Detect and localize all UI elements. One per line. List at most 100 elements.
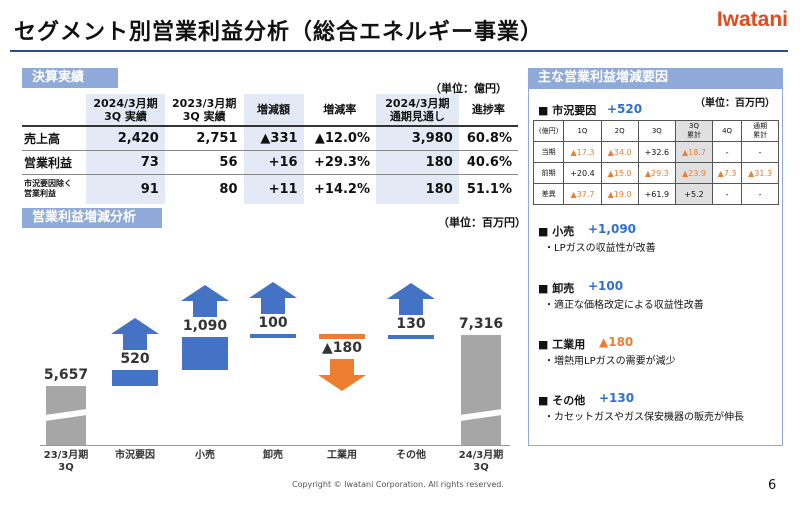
cell-current: 73 bbox=[86, 149, 165, 174]
waterfall-bar-2 bbox=[182, 336, 228, 370]
table-row: 市況要因除く 営業利益 91 80 +11 +14.2% 180 51.1% bbox=[22, 173, 518, 204]
cell-diff: +16 bbox=[243, 149, 304, 174]
cell-progress: 51.1% bbox=[458, 173, 518, 204]
q-cell: - bbox=[741, 141, 779, 163]
q-col-header: 3Q 累計 bbox=[675, 120, 713, 142]
q-col-header: 2Q bbox=[600, 120, 639, 142]
results-col-header: 進捗率 bbox=[458, 94, 518, 126]
waterfall-bar-5 bbox=[388, 335, 434, 340]
table-row: 営業利益 73 56 +16 +29.3% 180 40.6% bbox=[22, 149, 518, 174]
title-divider bbox=[10, 50, 788, 52]
factor-heading: ■ 卸売 bbox=[538, 282, 575, 295]
q-cell: - bbox=[741, 183, 779, 205]
q-table-row: 前期 +20.4 ▲15.0 ▲29.3 ▲23.9 ▲7.3 ▲31.3 bbox=[532, 162, 779, 184]
q-cell: ▲31.3 bbox=[741, 162, 779, 184]
factor-description: ・LPガスの収益性が改善 bbox=[544, 243, 656, 254]
waterfall-category-label: 23/3月期 3Q bbox=[43, 450, 89, 473]
factor-description: ・増熱用LPガスの需要が減少 bbox=[544, 356, 676, 367]
table-row: 売上高 2,420 2,751 ▲331 ▲12.0% 3,980 60.8% bbox=[22, 125, 518, 150]
cell-rate: ▲12.0% bbox=[303, 125, 376, 150]
waterfall-category-label: 卸売 bbox=[263, 450, 283, 461]
waterfall-category-label: 小売 bbox=[195, 450, 215, 461]
factor-value: +100 bbox=[588, 279, 624, 293]
q-col-header: 1Q bbox=[563, 120, 602, 142]
down-arrow-icon bbox=[318, 359, 366, 392]
cell-previous: 56 bbox=[164, 149, 244, 174]
cell-progress: 60.8% bbox=[458, 125, 518, 150]
cell-current: 2,420 bbox=[86, 125, 165, 150]
q-row-label: 差異 bbox=[532, 183, 565, 205]
waterfall-unit: （単位：百万円） bbox=[438, 216, 526, 229]
q-table-row: 当期 ▲17.3 ▲34.0 +32.6 ▲18.7- - bbox=[532, 141, 779, 163]
quarterly-table: (億円) 1Q 2Q 3Q 3Q 累計 4Q 通期 累計 当期 ▲17.3 ▲34.… bbox=[532, 120, 779, 205]
waterfall-bar-4 bbox=[319, 333, 365, 340]
q-cell: ▲34.0 bbox=[600, 141, 639, 163]
cell-previous: 80 bbox=[164, 173, 244, 204]
waterfall-value-label: 5,657 bbox=[43, 366, 89, 383]
cell-forecast: 180 bbox=[376, 173, 459, 204]
waterfall-chart: 5,657 23/3月期 3Q 520 市況要因 1,090 小売 100 卸売 ▲180 工業用… bbox=[43, 281, 504, 473]
company-logo: Iwatani bbox=[716, 8, 788, 31]
page-number: 6 bbox=[768, 478, 777, 493]
page-title: セグメント別営業利益分析（総合エネルギー事業） bbox=[14, 20, 544, 45]
cell-previous: 2,751 bbox=[164, 125, 244, 150]
cell-forecast: 180 bbox=[376, 149, 459, 174]
waterfall-bar-6 bbox=[461, 335, 501, 445]
q-cell: ▲18.7 bbox=[675, 141, 713, 163]
waterfall-value-label: 100 bbox=[258, 314, 288, 331]
cell-rate: +29.3% bbox=[303, 149, 376, 174]
q-row-label: 当期 bbox=[532, 141, 565, 163]
q-col-header: 通期 累計 bbox=[741, 120, 779, 142]
waterfall-category-label: 24/3月期 3Q bbox=[458, 450, 504, 473]
q-table-row: 差異 ▲37.7 ▲19.0 +61.9 +5.2- - bbox=[532, 183, 779, 205]
market-value: +520 bbox=[607, 102, 643, 116]
q-cell: ▲15.0 bbox=[600, 162, 639, 184]
factors-section-label: 主な営業利益増減要因 bbox=[528, 68, 783, 88]
q-cell: - bbox=[711, 141, 743, 163]
cell-forecast: 3,980 bbox=[376, 125, 459, 150]
results-unit: （単位：億円） bbox=[430, 82, 507, 95]
row-label: 市況要因除く 営業利益 bbox=[22, 173, 87, 204]
q-cell: ▲37.7 bbox=[563, 183, 602, 205]
results-col-header: 2024/3月期 通期見通し bbox=[376, 94, 459, 126]
q-cell: ▲17.3 bbox=[563, 141, 602, 163]
q-cell: ▲29.3 bbox=[637, 162, 677, 184]
results-col-header: 2024/3月期 3Q 実績 bbox=[86, 94, 165, 126]
results-col-header: 2023/3月期 3Q 実績 bbox=[164, 94, 244, 126]
factors-unit: （単位：百万円） bbox=[695, 98, 775, 109]
waterfall-axis bbox=[40, 445, 510, 446]
factor-heading: ■ 小売 bbox=[538, 225, 575, 238]
q-cell: +5.2 bbox=[675, 183, 713, 205]
q-cell: ▲19.0 bbox=[600, 183, 639, 205]
factor-heading: ■ その他 bbox=[538, 394, 586, 407]
results-col-header: 増減率 bbox=[303, 94, 376, 126]
q-col-header: 3Q bbox=[637, 120, 677, 142]
q-cell: ▲7.3 bbox=[711, 162, 743, 184]
up-arrow-icon bbox=[111, 317, 159, 350]
waterfall-category-label: その他 bbox=[396, 450, 426, 461]
waterfall-value-label: 520 bbox=[120, 350, 150, 367]
factor-heading: ■ 工業用 bbox=[538, 338, 586, 351]
cell-diff: +11 bbox=[243, 173, 304, 204]
q-row-label: 前期 bbox=[532, 162, 565, 184]
up-arrow-icon bbox=[249, 281, 297, 314]
results-section-label: 決算実績 bbox=[22, 68, 118, 88]
q-col-header: (億円) bbox=[532, 120, 565, 142]
q-col-header: 4Q bbox=[711, 120, 743, 142]
q-cell: +20.4 bbox=[563, 162, 602, 184]
row-label: 営業利益 bbox=[22, 149, 87, 174]
row-label: 売上高 bbox=[22, 125, 87, 150]
waterfall-value-label: 7,316 bbox=[458, 316, 504, 333]
waterfall-section-label: 営業利益増減分析 bbox=[22, 208, 162, 228]
cell-current: 91 bbox=[86, 173, 165, 204]
waterfall-bar-1 bbox=[112, 369, 158, 386]
up-arrow-icon bbox=[387, 283, 435, 316]
q-cell: ▲23.9 bbox=[675, 162, 713, 184]
q-cell: +61.9 bbox=[637, 183, 677, 205]
waterfall-category-label: 工業用 bbox=[327, 450, 357, 461]
factor-value: ▲180 bbox=[599, 335, 634, 349]
cell-progress: 40.6% bbox=[458, 149, 518, 174]
factor-description: ・カセットガスやガス保安機器の販売が伸長 bbox=[544, 412, 744, 423]
market-heading: ■ 市況要因 bbox=[538, 104, 597, 117]
q-cell: - bbox=[711, 183, 743, 205]
